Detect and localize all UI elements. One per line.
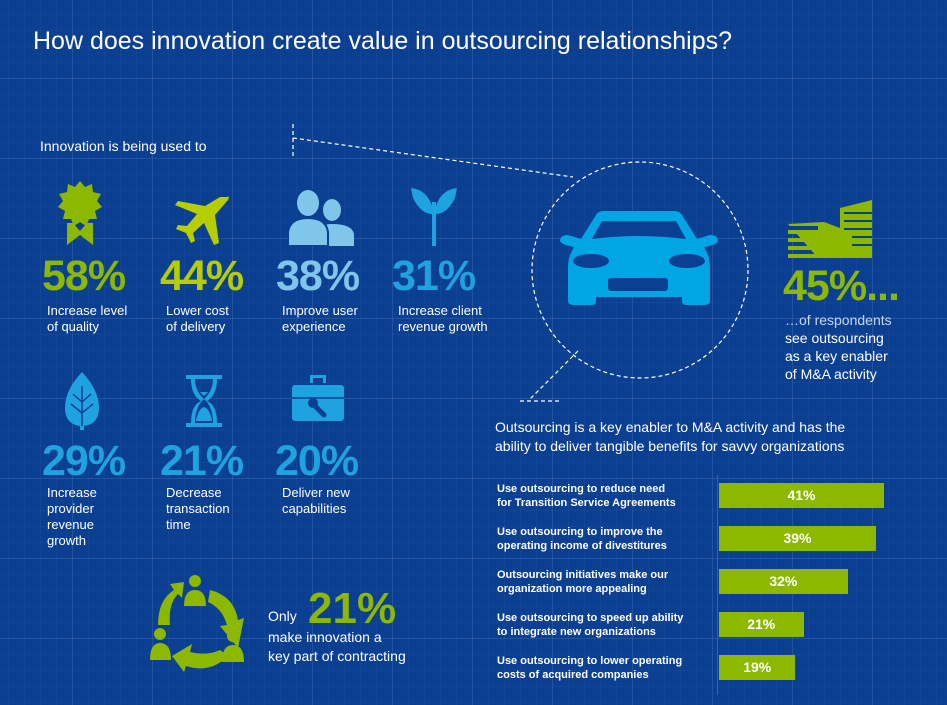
stat-label: Lower cost of delivery [166, 303, 229, 334]
bar-category-label: Use outsourcing to lower operating costs … [497, 655, 683, 681]
stat-label: Decrease transaction time [166, 485, 230, 532]
bar-category-label: Use outsourcing to reduce need for Transi… [497, 483, 676, 509]
stat-percent: 29% [42, 437, 126, 485]
only-percent: 21% [308, 584, 397, 633]
bar [719, 655, 796, 680]
toolbox-icon [292, 375, 344, 421]
car-icon [560, 211, 718, 305]
bar-value-label: 21% [747, 616, 776, 632]
bar-value-label: 32% [769, 573, 798, 589]
stat-label: Deliver new capabilities [282, 485, 350, 516]
bar [719, 612, 804, 637]
hourglass-icon [186, 375, 222, 427]
bar-value-label: 19% [743, 659, 772, 675]
stat-percent: 20% [275, 437, 359, 485]
users-icon [288, 188, 354, 246]
buildings-icon [788, 200, 872, 258]
stat-label: Increase provider revenue growth [47, 485, 97, 548]
airplane-icon [175, 196, 229, 245]
bar-value-label: 39% [783, 530, 812, 546]
page-title: How does innovation create value in outs… [33, 27, 733, 55]
stat-percent: 44% [160, 252, 244, 300]
ma-percent: 45%... [783, 262, 900, 310]
stat-label: Increase client revenue growth [398, 303, 488, 334]
award-ribbon-icon [58, 181, 102, 245]
ma-description: …of respondents see outsourcing as a key e… [785, 312, 892, 382]
bar-category-label: Outsourcing initiatives make our organiza… [497, 569, 669, 595]
only-prefix: Only [268, 608, 297, 624]
bar [719, 483, 884, 508]
bar-chart-axis [717, 475, 718, 695]
bar [719, 569, 848, 594]
bar-category-label: Use outsourcing to improve the operating … [497, 526, 667, 552]
leaf-icon [65, 372, 99, 430]
bar-value-label: 41% [787, 487, 816, 503]
stat-percent: 58% [42, 252, 126, 300]
stat-label: Improve user experience [282, 303, 358, 334]
stat-percent: 21% [160, 437, 244, 485]
bar-category-label: Use outsourcing to speed up ability to in… [497, 612, 684, 638]
stat-percent: 31% [392, 252, 476, 300]
bar [719, 526, 876, 551]
ma-paragraph: Outsourcing is a key enabler to M&A acti… [495, 419, 846, 454]
stat-percent: 38% [276, 252, 360, 300]
stat-label: Increase level of quality [47, 303, 128, 334]
collaboration-cycle-icon [150, 575, 244, 672]
sprout-icon [411, 188, 457, 246]
section-intro: Innovation is being used to [40, 138, 207, 154]
only-description: make innovation a key part of contracting [268, 629, 406, 664]
